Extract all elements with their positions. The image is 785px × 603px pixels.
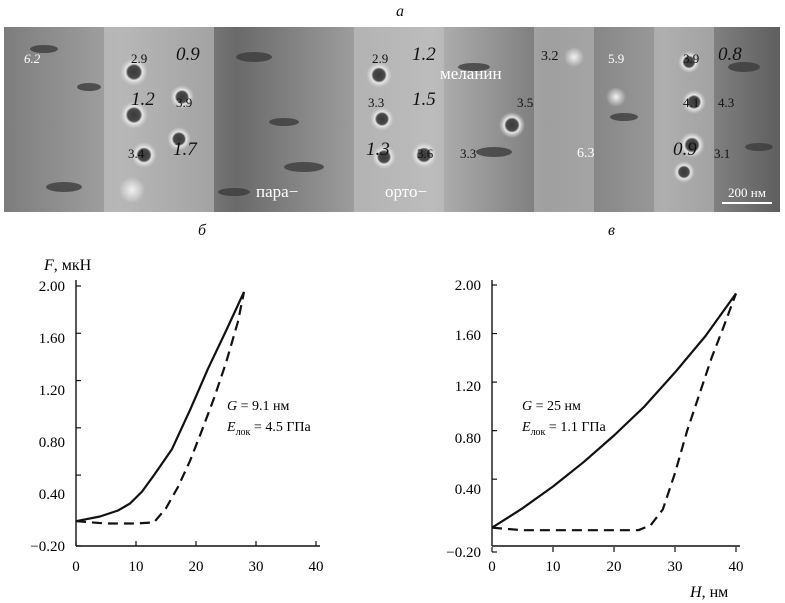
y-tick-label: 1.60	[39, 331, 65, 347]
y-tick-label: 0.40	[455, 482, 481, 498]
series-line-unloading	[491, 293, 738, 532]
afm-micrograph	[4, 27, 780, 212]
y-tick-label: −0.20	[446, 545, 481, 561]
series-line-unloading	[75, 291, 246, 525]
panel-label-b: б	[198, 222, 207, 239]
chart-annotation: G = 25 нм Eлок = 1.1 ГПа	[521, 399, 607, 438]
x-tick-marks	[491, 547, 737, 552]
label-ortho: орто−	[385, 182, 428, 201]
micro-value: 3.2	[541, 49, 559, 64]
y-tick-label: 1.60	[455, 328, 481, 344]
panel-label-c: в	[608, 222, 615, 239]
annotation-g: G = 25 нм	[522, 399, 581, 414]
x-axis-label: H, нм	[689, 584, 728, 601]
y-axis-label: F, мкН	[43, 257, 92, 274]
micro-value: 0.8	[718, 44, 742, 65]
micro-value: 3.3	[368, 95, 385, 110]
y-tick-label: 1.20	[455, 379, 481, 395]
label-melanin: меланин	[440, 64, 502, 83]
y-tick-label: 0.40	[39, 487, 65, 503]
y-tick-marks	[76, 285, 81, 547]
x-tick-label: 0	[488, 559, 496, 575]
micro-value: 0.9	[176, 44, 200, 65]
y-tick-marks	[492, 284, 497, 553]
micro-value: 6.2	[24, 51, 41, 66]
x-tick-marks	[75, 541, 317, 546]
micro-value: 2.9	[372, 51, 389, 66]
micro-value: 3.9	[683, 51, 700, 66]
micro-value: 3.5	[517, 95, 534, 110]
x-tick-label: 40	[729, 559, 744, 575]
micro-value: 4.1	[683, 95, 700, 110]
chart-annotation: G = 9.1 нм Eлок = 4.5 ГПа	[226, 399, 312, 438]
micro-value: 6.3	[577, 146, 595, 161]
micro-value: 1.2	[412, 44, 436, 65]
y-tick-label: 2.00	[39, 279, 65, 295]
label-para: пара−	[256, 182, 299, 201]
micro-value: 0.9	[673, 139, 697, 160]
y-tick-label: 0.80	[455, 431, 481, 447]
micro-value: 1.5	[412, 89, 436, 110]
series-line-loading	[75, 291, 245, 523]
x-tick-label: 20	[607, 559, 622, 575]
annotation-g: G = 9.1 нм	[227, 399, 290, 414]
y-tick-labels: −0.20 0.40 0.80 1.20 1.60 2.00	[30, 279, 65, 555]
micrograph-image	[4, 27, 780, 212]
x-tick-label: 20	[189, 559, 204, 575]
y-tick-label: 2.00	[455, 278, 481, 294]
chart-c: 0 10 20 30 40 −0.20 0.40 0.80 1.20 1.60 …	[446, 278, 743, 601]
y-tick-label: 0.80	[39, 435, 65, 451]
scale-bar-label: 200 нм	[728, 185, 766, 200]
y-tick-label: −0.20	[30, 539, 65, 555]
micro-value: 5.9	[608, 51, 625, 66]
micro-value: 1.3	[366, 139, 390, 160]
annotation-e: Eлок = 1.1 ГПа	[521, 420, 607, 438]
micro-value: 3.9	[176, 95, 193, 110]
y-tick-labels: −0.20 0.40 0.80 1.20 1.60 2.00	[446, 278, 481, 561]
x-tick-label: 10	[546, 559, 561, 575]
x-tick-label: 30	[249, 559, 264, 575]
x-tick-label: 40	[309, 559, 324, 575]
x-tick-label: 10	[129, 559, 144, 575]
micro-value: 3.4	[128, 146, 145, 161]
chart-b: F, мкН 0 10 20 30 40 −0.20 0.40 0.80 1.2…	[30, 257, 323, 575]
micro-value: 1.2	[131, 89, 155, 110]
x-tick-labels: 0 10 20 30 40	[488, 559, 743, 575]
x-tick-label: 0	[72, 559, 80, 575]
micro-value: 2.9	[131, 51, 148, 66]
series-line-loading	[491, 292, 737, 529]
micro-value: 1.7	[173, 139, 197, 160]
annotation-e: Eлок = 4.5 ГПа	[226, 420, 312, 438]
micro-value: 4.3	[718, 95, 735, 110]
micro-value: 3.1	[714, 146, 731, 161]
panel-label-a: а	[396, 3, 404, 20]
micro-value: 3.3	[460, 146, 477, 161]
x-tick-labels: 0 10 20 30 40	[72, 559, 323, 575]
scale-bar	[722, 202, 772, 204]
x-tick-label: 30	[668, 559, 683, 575]
y-tick-label: 1.20	[39, 383, 65, 399]
micro-value: 3.6	[417, 146, 434, 161]
